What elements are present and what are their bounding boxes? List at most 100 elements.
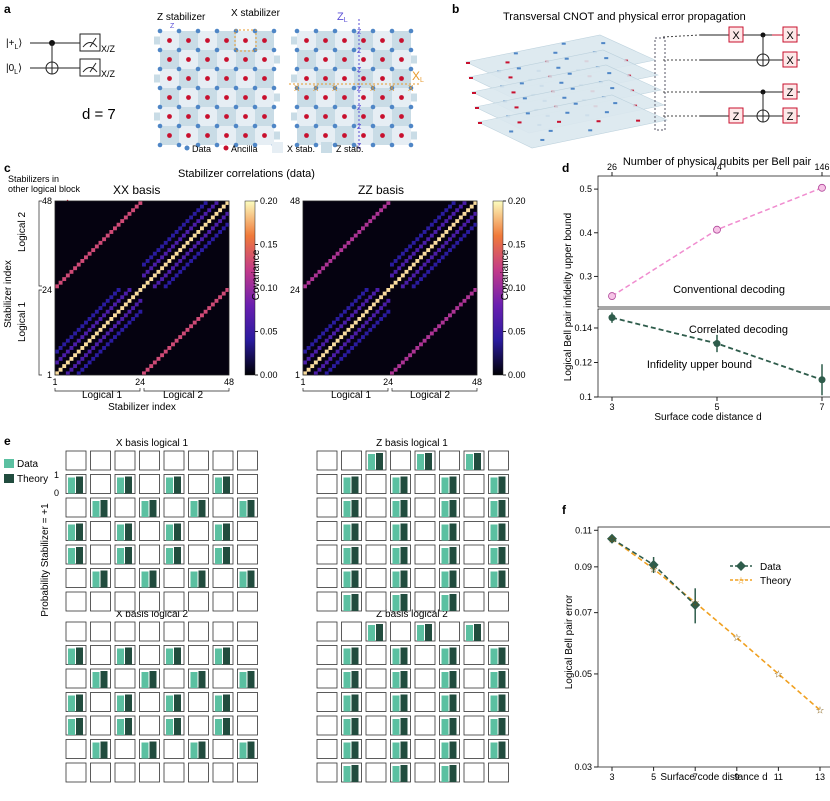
neighbor-cell: [192, 222, 197, 227]
heatmap-y-tick: 48: [290, 196, 300, 206]
data-qubit: [252, 104, 258, 110]
stabilizer-cell: [90, 544, 111, 565]
neighbor-cell: [462, 222, 467, 227]
neighbor-cell: [171, 266, 175, 271]
cross-block-cell: [58, 280, 63, 285]
data-bar: [392, 477, 400, 494]
theory-bar: [174, 718, 181, 735]
data-bar: [441, 501, 449, 517]
boundary-stabilizer: [274, 93, 280, 102]
theory-bar: [125, 523, 132, 541]
diagonal-cell: [69, 356, 74, 361]
cross-block-cell: [415, 346, 420, 350]
diagonal-cell: [375, 298, 380, 303]
stabilizer-cell: [163, 591, 185, 612]
conventional-decoding-label: Conventional decoding: [673, 284, 785, 296]
data-qubit: [195, 142, 201, 148]
diagonal-cell: [120, 306, 125, 311]
heatmap-logical1-xlabel: Logical 1: [331, 390, 371, 401]
diagonal-cell: [390, 284, 394, 289]
data-bar: [392, 719, 400, 735]
stabilizer-cell: [65, 762, 87, 783]
ancilla-qubit: [361, 95, 366, 100]
diagonal-cell: [73, 353, 78, 358]
diagonal-cell: [382, 291, 387, 296]
stabilizer-cell: [414, 497, 436, 518]
neighbor-cell: [174, 240, 179, 245]
stabilizer-cell: [65, 739, 87, 759]
diagonal-cell: [346, 327, 351, 332]
stabilizer-cell: [341, 621, 362, 642]
stabilizer-cell: [90, 474, 111, 494]
neighbor-cell: [105, 342, 110, 347]
ancilla-qubit: [262, 133, 267, 138]
theory-bar: [376, 624, 383, 641]
cross-block-cell: [397, 364, 402, 369]
neighbor-cell: [91, 324, 96, 329]
data-bar: [343, 501, 351, 517]
theory-bar: [223, 547, 230, 564]
ancilla-qubit: [224, 57, 229, 62]
cross-block-cell: [62, 277, 67, 282]
theory-bar: [247, 500, 255, 517]
axes-frame: [597, 526, 830, 768]
theory-bar: [449, 547, 457, 564]
data-bar: [441, 672, 449, 688]
cross-block-cell: [171, 342, 175, 347]
colorbar-tick-label: 0.20: [508, 196, 526, 206]
neighbor-cell: [196, 219, 201, 224]
stabilizer-cell: [237, 591, 258, 612]
stabilizer-cell: [139, 544, 160, 565]
boundary-stabilizer: [291, 112, 297, 121]
neighbor-cell: [207, 240, 212, 245]
data-qubit: [370, 66, 376, 72]
data-qubit: [157, 85, 163, 91]
cross-block-cell: [440, 320, 445, 325]
neighbor-cell: [440, 255, 445, 260]
boundary-stabilizer: [154, 112, 160, 121]
z-stabilizer-label: Z stabilizer: [157, 12, 206, 23]
data-bar: [68, 648, 75, 665]
stabilizer-cell: [463, 645, 485, 665]
qubit-marker: [564, 57, 569, 60]
heatmap-logical2-xlabel: Logical 2: [410, 390, 450, 401]
diagonal-cell: [324, 349, 329, 354]
diagonal-cell: [371, 302, 376, 307]
neighbor-cell: [451, 211, 456, 216]
diagonal-cell: [426, 248, 431, 253]
theory-bar: [449, 570, 457, 588]
stabilizer-cell: [463, 715, 485, 736]
neighbor-cell: [152, 251, 157, 256]
heatmap-y-tick: 24: [42, 285, 52, 295]
legend-theory-marker: ☆: [737, 576, 746, 587]
neighbor-cell: [94, 309, 99, 314]
correlated-point: [713, 340, 721, 348]
theory-bar: [100, 671, 108, 688]
logical-bracket: [54, 388, 141, 392]
boundary-stabilizer: [154, 36, 160, 45]
theory-bar: [474, 453, 481, 470]
stabilizer-cell: [365, 645, 387, 665]
ancilla-qubit: [167, 114, 172, 119]
neighbor-cell: [94, 353, 99, 358]
panel-f-label: f: [562, 503, 567, 517]
y-tick-label: 0.05: [574, 669, 592, 679]
cross-block-cell: [189, 324, 194, 329]
theory-bar: [498, 476, 506, 494]
neighbor-cell: [105, 309, 110, 314]
data-bar: [343, 742, 351, 759]
stabilizer-cell: [139, 645, 160, 665]
neighbor-cell: [375, 309, 380, 314]
heatmap-ylabel: Stabilizer index: [3, 260, 14, 328]
stabilizer-cell: [237, 645, 258, 665]
cross-block-cell: [473, 288, 478, 292]
heatmap-x-tick: 48: [472, 377, 482, 387]
data-qubit: [252, 142, 258, 148]
diagonal-cell: [192, 233, 197, 238]
neighbor-cell: [440, 211, 445, 216]
neighbor-cell: [91, 313, 96, 318]
data-qubit: [233, 104, 239, 110]
neighbor-cell: [113, 324, 117, 329]
stabilizer-cell: [163, 668, 185, 689]
cross-block-cell: [313, 273, 318, 278]
